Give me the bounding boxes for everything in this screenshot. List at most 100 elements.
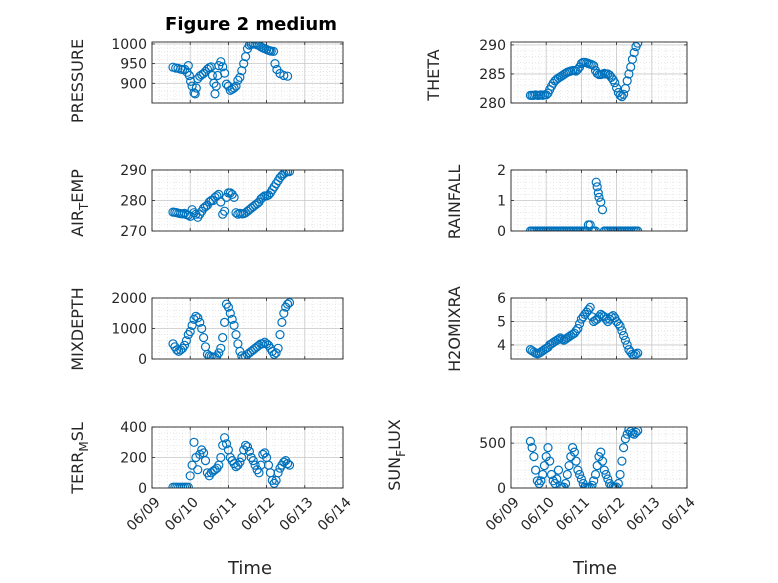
ylabel-terr-msl: TERRMSL [68,422,91,495]
y-tick-label-terr-msl: 400 [120,420,147,436]
data-point-pressure [283,71,293,81]
data-point-h2omixra [571,326,581,336]
data-point-sun-flux [620,434,631,444]
series-terr-msl [168,433,295,488]
data-point-air-temp [279,170,289,179]
ylabel-pressure: PRESSURE [68,39,87,123]
data-point-sun-flux [590,469,601,480]
data-point-h2omixra [583,305,594,315]
data-point-mixdepth [273,343,283,353]
data-point-rainfall [597,205,608,215]
ylabel-mixdepth: MIXDEPTH [68,287,87,370]
data-point-terr-msl [260,448,270,458]
y-tick-label-air-temp: 270 [120,224,147,240]
data-point-theta [589,61,599,71]
data-point-mixdepth [237,351,247,359]
ylabel-terr-msl-subscript: M [77,441,91,451]
data-point-terr-msl [216,452,226,463]
data-point-pressure [268,46,279,57]
data-point-sun-flux [532,476,543,486]
series-h2omixra [525,302,643,359]
data-point-pressure [183,60,193,71]
data-point-mixdepth [197,323,207,334]
data-point-terr-msl [273,468,283,478]
ticks-rainfall [510,169,688,232]
y-tick-label-sun-flux: 500 [479,436,506,452]
data-point-rainfall [633,226,643,231]
data-point-h2omixra [627,349,638,359]
data-point-h2omixra [631,349,641,359]
y-tick-label-theta: 285 [479,67,506,83]
data-point-mixdepth [275,330,285,340]
y-tick-label-rainfall: 1 [497,194,506,210]
panel-rainfall: 0 1 2 [497,163,688,240]
axes-box-sun-flux [510,426,688,489]
ylabel-terr-msl-part1: TERR [68,452,87,495]
axes-box-theta [510,41,688,104]
y-tick-label-terr-msl: 200 [120,451,147,467]
data-point-sun-flux [543,443,553,453]
data-point-mixdepth [225,308,235,318]
data-point-theta [627,54,638,65]
data-point-mixdepth [193,313,203,323]
y-tick-label-pressure: 950 [120,57,147,73]
ticks-air-temp [151,169,344,232]
x-tick-label-terr-msl: 06/12 [238,494,278,534]
data-point-terr-msl [283,459,293,469]
data-point-air-temp [229,192,239,202]
data-point-mixdepth [214,348,224,358]
ylabel-air-temp-part1: AIR [68,210,87,237]
data-point-terr-msl [250,460,260,470]
data-point-pressure [239,58,249,69]
data-point-sun-flux [589,476,599,486]
data-point-sun-flux [587,480,597,488]
xlabel-left: Time [227,558,272,579]
data-point-sun-flux [599,465,609,475]
data-point-mixdepth [216,343,226,353]
data-point-rainfall [594,192,604,202]
data-point-sun-flux [633,427,643,436]
data-point-terr-msl [220,433,230,443]
data-point-sun-flux [574,469,585,480]
data-point-mixdepth [179,340,190,350]
data-point-terr-msl [221,439,232,449]
data-point-mixdepth [195,317,205,327]
y-tick-label-air-temp: 280 [120,194,147,210]
y-tick-label-air-temp: 290 [120,163,147,179]
y-tick-label-pressure: 900 [120,76,147,92]
data-point-h2omixra [553,334,564,344]
data-point-terr-msl [189,437,199,447]
ylabel-sun-flux-subscript: F [394,450,408,457]
data-point-terr-msl [284,460,295,470]
data-point-mixdepth [199,333,209,343]
y-tick-label-sun-flux: 0 [497,481,506,497]
data-point-sun-flux [545,456,555,466]
data-point-sun-flux [613,478,623,488]
series-sun-flux [525,427,643,488]
y-tick-label-mixdepth: 0 [138,352,147,368]
data-point-sun-flux [569,447,580,457]
data-point-mixdepth [227,314,237,324]
x-tick-label-sun-flux: 06/11 [553,494,593,534]
x-tick-label-sun-flux: 06/09 [483,494,523,534]
data-point-terr-msl [185,471,195,481]
data-point-mixdepth [279,308,289,318]
data-point-sun-flux [592,461,602,471]
data-point-theta [617,91,627,102]
x-tick-label-terr-msl: 06/11 [200,494,240,534]
data-point-mixdepth [284,298,295,308]
data-point-h2omixra [585,302,595,312]
data-point-theta [611,83,622,93]
data-point-sun-flux [631,427,641,437]
data-point-pressure [190,89,200,99]
data-point-sun-flux [530,465,541,475]
data-point-theta [622,76,632,86]
data-point-mixdepth [181,336,191,346]
data-point-pressure [211,81,221,91]
ylabel-sun-flux-part2: LUX [385,419,404,450]
data-point-sun-flux [550,478,560,488]
ylabel-air-temp-part2: EMP [68,169,87,203]
data-point-sun-flux [529,452,539,462]
ylabel-h2omixra: H2OMIXRA [445,286,464,372]
